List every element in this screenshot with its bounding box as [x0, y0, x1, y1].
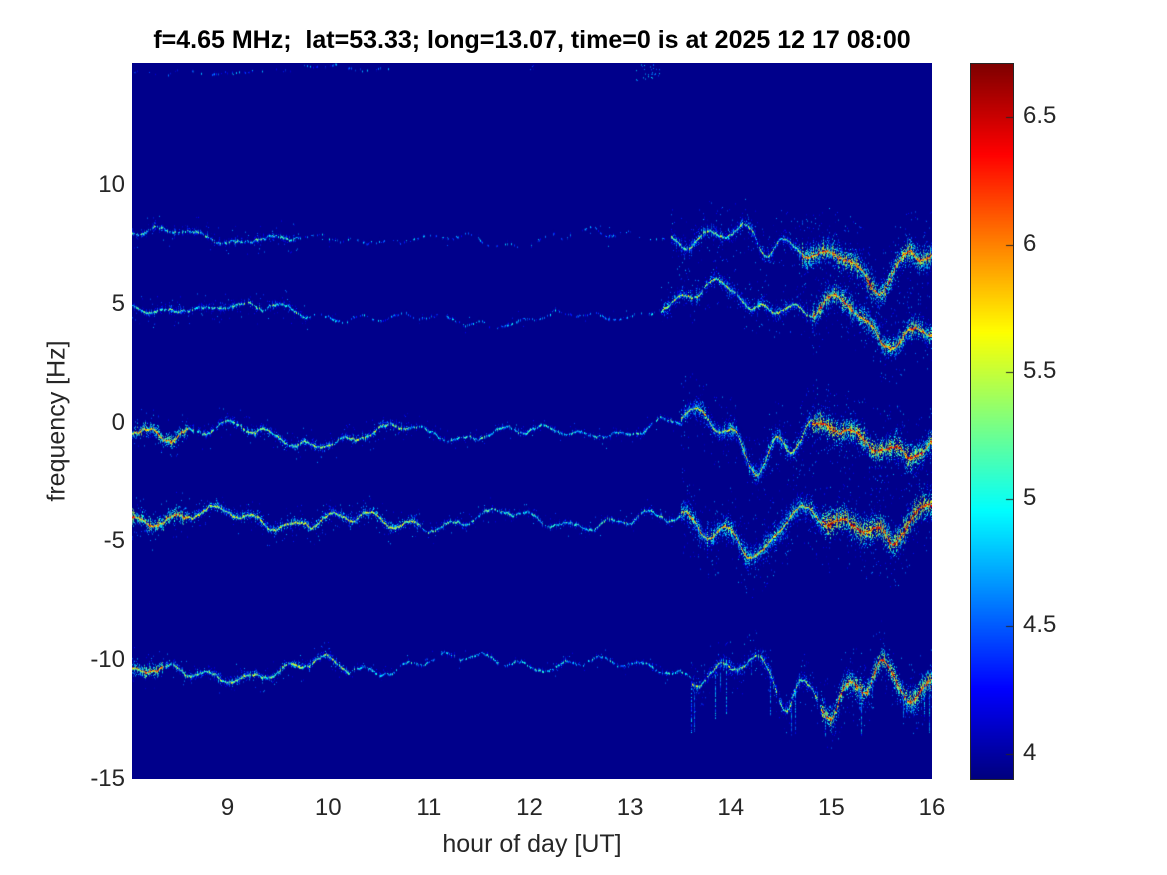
x-tick-label: 16 [918, 794, 946, 821]
colorbar-tick-label: 5.5 [1023, 356, 1057, 384]
x-tick-label: 11 [416, 794, 442, 821]
x-tick-label: 15 [818, 794, 845, 821]
x-tick-label: 12 [516, 794, 543, 821]
y-tick-label: -5 [103, 527, 125, 555]
colorbar-tick-label: 6 [1023, 229, 1037, 257]
colorbar-tick-label: 4.5 [1023, 611, 1057, 639]
y-tick-label: 0 [111, 408, 125, 436]
colorbar-tick-label: 4 [1023, 738, 1037, 766]
colorbar-tick-label: 6.5 [1023, 102, 1057, 130]
x-axis-label: hour of day [UT] [442, 830, 622, 858]
y-tick-label: -10 [90, 646, 125, 674]
colorbar-tick-label: 5 [1023, 484, 1037, 512]
spectrogram-image [132, 63, 932, 779]
x-tick-label: 10 [314, 794, 342, 821]
x-tick-label: 13 [616, 794, 644, 821]
y-tick-label: -15 [90, 765, 125, 792]
x-tick-label: 14 [717, 794, 745, 821]
plot-title: f=4.65 MHz; lat=53.33; long=13.07, time=… [153, 26, 911, 54]
x-tick-label: 9 [220, 794, 235, 821]
y-tick-label: 5 [111, 289, 125, 317]
colorbar [970, 63, 1014, 780]
y-tick-label: 10 [98, 170, 125, 198]
